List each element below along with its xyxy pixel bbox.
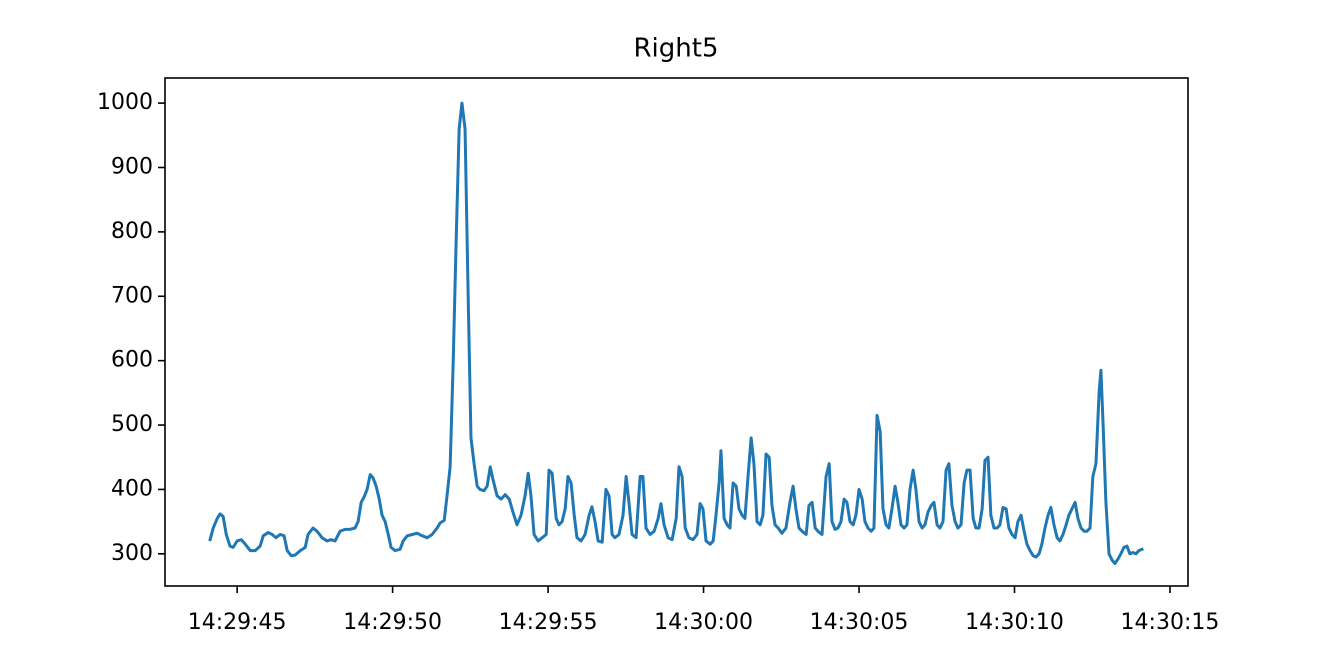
data-line <box>208 101 1144 565</box>
y-tick-label: 900 <box>111 154 153 179</box>
y-tick-label: 800 <box>111 219 153 244</box>
axes-frame <box>164 77 1189 587</box>
x-tick-label: 14:30:05 <box>810 610 909 635</box>
chart-title: Right5 <box>633 34 718 64</box>
y-tick-label: 500 <box>111 412 153 437</box>
y-tick-label: 1000 <box>97 90 153 115</box>
x-tick-label: 14:30:00 <box>654 610 753 635</box>
y-tick-label: 300 <box>111 541 153 566</box>
x-tick-label: 14:29:50 <box>343 610 442 635</box>
x-tick-label: 14:29:55 <box>499 610 598 635</box>
y-tick-label: 700 <box>111 283 153 308</box>
x-tick-label: 14:30:10 <box>965 610 1064 635</box>
y-tick-label: 600 <box>111 348 153 373</box>
y-tick-label: 400 <box>111 476 153 501</box>
x-tick-label: 14:30:15 <box>1121 610 1220 635</box>
x-tick-label: 14:29:45 <box>188 610 287 635</box>
